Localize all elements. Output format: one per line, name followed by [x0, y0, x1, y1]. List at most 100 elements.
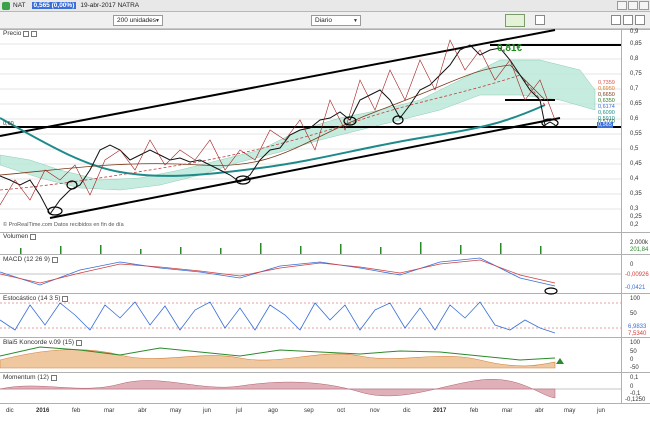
time-tick: may: [170, 408, 182, 414]
panel-options-icon[interactable]: [76, 339, 83, 346]
maximize-button[interactable]: [628, 1, 638, 10]
price-tick: 0,8: [630, 56, 639, 62]
time-tick: abr: [535, 408, 544, 414]
price-tick: 0,85: [630, 41, 642, 47]
time-tick: 2017: [433, 408, 447, 414]
toolbar-icon-a[interactable]: [611, 15, 621, 25]
time-tick: abr: [138, 408, 147, 414]
panel-label-macd: MACD (12 26 9): [3, 256, 58, 263]
period-select[interactable]: Diario ▼: [311, 15, 361, 26]
time-tick: jun: [597, 408, 606, 414]
chart-toolbar: 200 unidades ▼ Diario ▼: [0, 12, 650, 29]
toolbar-icon-c[interactable]: [635, 15, 645, 25]
time-tick: ago: [268, 408, 279, 414]
time-tick: jul: [236, 408, 243, 414]
minimize-button[interactable]: [617, 1, 627, 10]
stochastic-panel-title: Estocástico (14 3 5): [3, 295, 61, 302]
time-tick: feb: [72, 408, 81, 414]
settings-icon[interactable]: [535, 15, 545, 25]
time-tick: feb: [470, 408, 479, 414]
price-badge: 0,565 (0,00%): [31, 2, 77, 9]
stoch-levels: [0, 302, 621, 329]
price-tick: 0,25: [630, 214, 642, 220]
price-tick: 0,35: [630, 191, 642, 197]
price-tick: 0,3: [630, 206, 639, 212]
panel-close-icon[interactable]: [31, 30, 38, 37]
ma-red-dashed: [0, 74, 546, 191]
ema-teal: [0, 104, 546, 177]
price-tick: 0,9: [630, 29, 639, 35]
time-tick: dic: [403, 408, 411, 414]
price-tick: 0,7: [630, 86, 639, 92]
macd-axis-v1: -0,00926: [625, 272, 649, 278]
price-tag: 0,6650: [598, 92, 615, 98]
macd-signal: [0, 259, 556, 284]
momentum-area: [0, 378, 556, 399]
volume-panel-title: Volumen: [3, 233, 29, 240]
time-tick: oct: [337, 408, 346, 414]
left-level-label: 0,60: [3, 121, 14, 127]
chart-type-icon[interactable]: [505, 14, 525, 27]
low-markers: [47, 115, 559, 216]
time-tick: 2016: [36, 408, 50, 414]
panel-label-stochastic: Estocástico (14 3 5): [3, 295, 69, 302]
macd-axis-top: 0: [630, 262, 634, 268]
blai5-axis-mid: 50: [630, 349, 637, 355]
price-tag: 0,6090: [598, 110, 615, 116]
time-tick: jun: [203, 408, 212, 414]
koncorde-area: [0, 349, 556, 369]
price-tick: 0,75: [630, 71, 642, 77]
time-tick: may: [564, 408, 576, 414]
blai5-axis-top: 100: [630, 340, 641, 346]
price-tag: 0,5910: [598, 116, 615, 122]
panel-label-price: Precio: [3, 30, 38, 37]
price-tag-current: 0,565: [597, 122, 613, 128]
panel-options-icon[interactable]: [23, 30, 30, 37]
price-tick: 0,65: [630, 101, 642, 107]
panel-label-momentum: Momentum (12): [3, 374, 57, 381]
price-tick: 0,55: [630, 131, 642, 137]
panel-label-blai5: Blai5 Koncorde v.09 (15): [3, 339, 83, 346]
volume-bars: [20, 242, 542, 254]
price-tick: 0,2: [630, 222, 639, 228]
time-tick: nov: [370, 408, 380, 414]
price-tag: 0,6950: [598, 86, 615, 92]
chevron-down-icon: ▼: [353, 18, 358, 24]
chevron-down-icon: ▼: [155, 18, 160, 24]
close-button[interactable]: [639, 1, 649, 10]
stoch-k: [0, 301, 556, 334]
momentum-panel-title: Momentum (12): [3, 374, 49, 381]
units-select[interactable]: 200 unidades ▼: [113, 15, 163, 26]
app-icon: [2, 1, 10, 10]
ma-brown: [0, 64, 546, 176]
price-tick: 0,6: [630, 116, 639, 122]
price-panel-title: Precio: [3, 30, 22, 37]
panel-options-icon[interactable]: [51, 256, 58, 263]
macd-marker: [544, 287, 558, 295]
blai5-axis-bottom: -50: [630, 365, 639, 371]
price-tag: 0,6174: [598, 104, 615, 110]
toolbar-icon-b[interactable]: [623, 15, 633, 25]
panel-separators: [0, 29, 650, 404]
time-tick: dic: [6, 408, 14, 414]
trend-channel: [0, 29, 621, 219]
period-select-value: Diario: [315, 17, 332, 24]
price-tick: 0,45: [630, 161, 642, 167]
panel-options-icon[interactable]: [50, 374, 57, 381]
price-tick: 0,5: [630, 146, 639, 152]
momentum-axis-top: 0,1: [630, 375, 639, 381]
price-tick: 0,4: [630, 176, 639, 182]
time-tick: sep: [304, 408, 314, 414]
price-tag: 0,7359: [598, 80, 615, 86]
koncorde-arrow-icon: [556, 358, 564, 364]
target-annotation: 0,81€: [497, 43, 523, 54]
momentum-axis-bottom: -0,1250: [625, 397, 646, 403]
price-overlay-red: [0, 39, 556, 206]
stoch-axis-v1: 6,9833: [628, 324, 647, 330]
panel-options-icon[interactable]: [62, 295, 69, 302]
time-tick: mar: [104, 408, 115, 414]
panel-options-icon[interactable]: [30, 233, 37, 240]
time-tick: mar: [502, 408, 513, 414]
stoch-axis-mid: 50: [630, 311, 637, 317]
